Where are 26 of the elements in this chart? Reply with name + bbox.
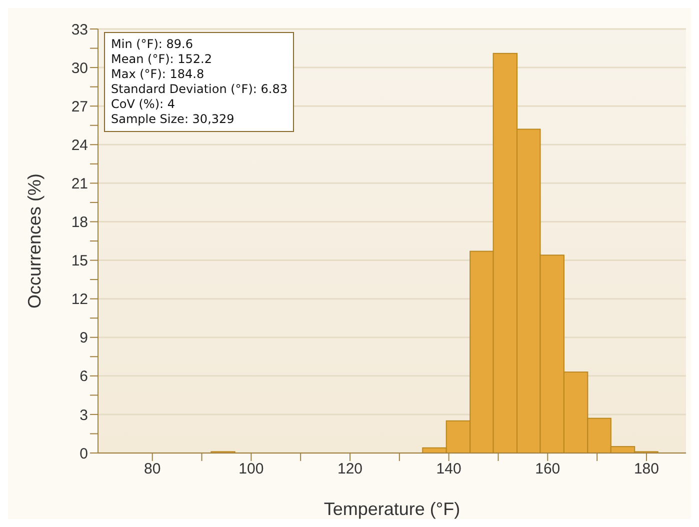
annotation: CoV (%): 4: [111, 97, 176, 112]
x-tick-label: 180: [634, 460, 659, 478]
x-tick-label: 160: [535, 460, 560, 478]
x-tick-label: 120: [337, 460, 363, 478]
annotation: Standard Deviation (°F): 6.83: [111, 82, 288, 97]
x-axis-title: Temperature (°F): [324, 499, 460, 519]
y-tick-label: 0: [80, 445, 88, 462]
y-tick-label: 30: [71, 60, 88, 77]
y-tick-label: 27: [71, 98, 88, 116]
y-tick-label: 18: [71, 214, 88, 232]
annotation: Mean (°F): 152.2: [111, 52, 213, 67]
y-tick-label: 6: [80, 368, 88, 386]
annotation: Sample Size: 30,329: [111, 112, 236, 127]
x-tick-label: 100: [238, 460, 264, 478]
x-tick-label: 80: [144, 460, 161, 478]
y-tick-label: 9: [80, 330, 88, 347]
y-tick-label: 24: [71, 136, 88, 154]
y-tick-label: 3: [80, 406, 88, 424]
annotation: Min (°F): 89.6: [111, 37, 194, 52]
y-tick-label: 21: [71, 176, 88, 193]
x-tick-label: 140: [436, 460, 462, 478]
annotation: Max (°F): 184.8: [111, 67, 206, 82]
y-tick-label: 15: [71, 252, 88, 270]
y-axis-title: Occurrences (%): [24, 173, 44, 309]
y-tick-label: 12: [71, 291, 88, 308]
y-tick-label: 33: [71, 21, 88, 38]
